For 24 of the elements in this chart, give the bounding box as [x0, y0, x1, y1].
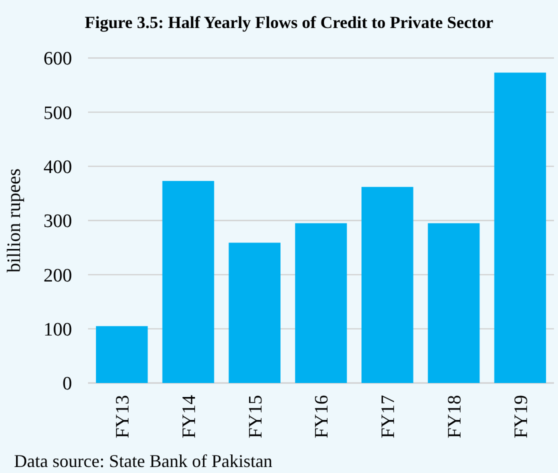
x-tick-label: FY16: [312, 395, 333, 438]
y-tick-label: 200: [44, 265, 72, 286]
y-tick-label: 0: [62, 374, 72, 395]
y-axis-title: billion rupees: [4, 168, 25, 272]
y-tick-label: 600: [44, 48, 72, 70]
x-tick-label: FY18: [444, 395, 466, 438]
bar: [295, 223, 347, 383]
bar: [162, 180, 214, 383]
x-tick-label: FY17: [378, 395, 400, 438]
x-tick-label: FY13: [112, 395, 134, 438]
bar: [228, 242, 281, 383]
bar: [428, 223, 480, 383]
source-note: Data source: State Bank of Pakistan: [14, 451, 272, 471]
y-tick-label: 400: [44, 156, 72, 178]
y-tick-label: 500: [44, 102, 72, 124]
chart-title: Figure 3.5: Half Yearly Flows of Credit to Private Sector: [84, 13, 494, 32]
x-tick-label: FY19: [510, 395, 532, 438]
bar: [361, 186, 414, 383]
bar: [494, 72, 546, 383]
x-tick-label: FY14: [178, 394, 200, 438]
bar: [96, 326, 148, 383]
y-tick-label: 100: [44, 319, 72, 340]
x-tick-label: FY15: [245, 395, 266, 438]
y-tick-label: 300: [44, 211, 72, 232]
